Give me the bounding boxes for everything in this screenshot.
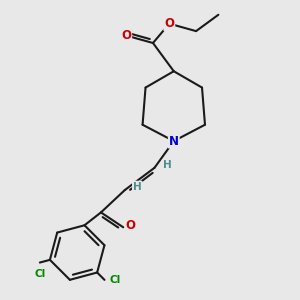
Text: H: H	[133, 182, 142, 192]
Text: O: O	[126, 219, 136, 232]
Text: Cl: Cl	[109, 275, 121, 285]
Text: H: H	[163, 160, 171, 170]
Text: Cl: Cl	[34, 269, 46, 279]
Text: N: N	[169, 135, 179, 148]
Text: O: O	[164, 17, 174, 30]
Text: O: O	[121, 29, 131, 42]
